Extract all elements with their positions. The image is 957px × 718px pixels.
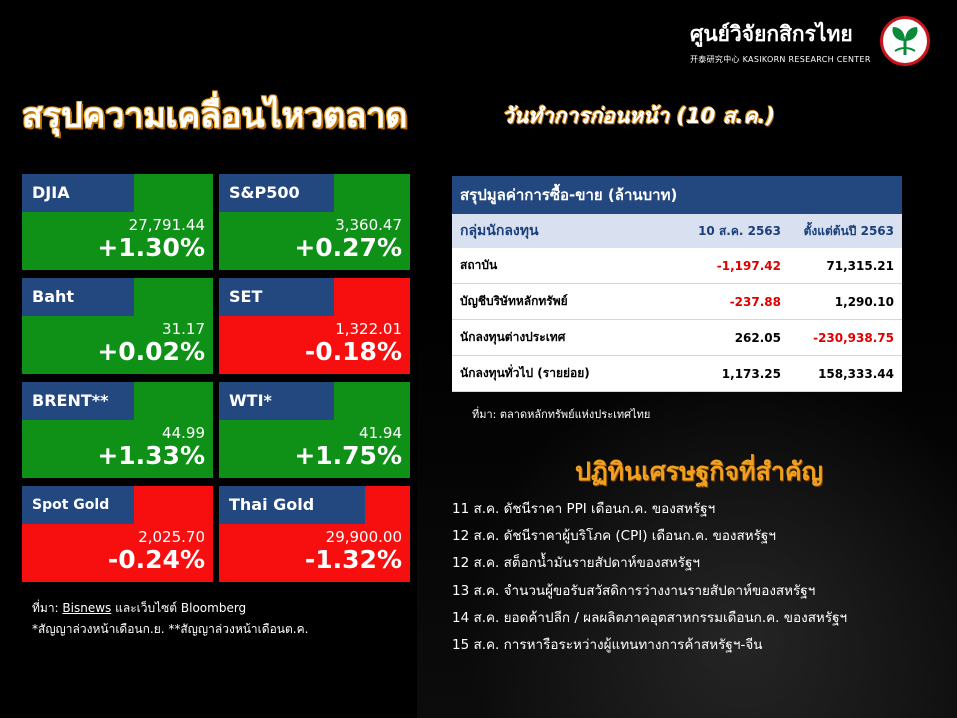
page-title: สรุปความเคลื่อนไหวตลาด: [22, 96, 408, 136]
investor-group: สถาบัน: [452, 248, 648, 284]
day-value: -1,197.42: [648, 248, 789, 284]
tile-price: 44.99: [162, 424, 205, 442]
table-source: ที่มา: ตลาดหลักทรัพย์แห่งประเทศไทย: [472, 408, 651, 421]
tile-change: -1.32%: [304, 545, 402, 574]
tile-price: 2,025.70: [138, 528, 205, 546]
table-row: นักลงทุนต่างประเทศ 262.05 -230,938.75: [452, 319, 902, 356]
contract-footnote: *สัญญาล่วงหน้าเดือนก.ย. **สัญญาล่วงหน้าเ…: [32, 622, 309, 636]
tile-name: S&P500: [219, 174, 334, 212]
ytd-value: 158,333.44: [789, 355, 902, 392]
logo-subtext: 开泰研究中心 KASIKORN RESEARCH CENTER: [690, 55, 871, 64]
calendar-title: ปฏิทินเศรษฐกิจที่สำคัญ: [575, 457, 823, 486]
economic-calendar: 11 ส.ค. ดัชนีราคา PPI เดือนก.ค. ของสหรัฐ…: [452, 497, 847, 660]
table-row: บัญชีบริษัทหลักทรัพย์ -237.88 1,290.10: [452, 283, 902, 320]
calendar-event: 12 ส.ค. ดัชนีราคาผู้บริโภค (CPI) เดือนก.…: [452, 528, 776, 545]
market-tile-baht: Baht 31.17 +0.02%: [22, 278, 213, 374]
table-row: สถาบัน -1,197.42 71,315.21: [452, 248, 902, 284]
calendar-event: 15 ส.ค. การหารือระหว่างผู้แทนทางการค้าสห…: [452, 636, 763, 653]
tile-price: 27,791.44: [128, 216, 205, 234]
day-value: 262.05: [648, 319, 789, 356]
kasikorn-research-logo: ศูนย์วิจัยกสิกรไทย 开泰研究中心 KASIKORN RESEA…: [690, 14, 940, 74]
market-tile-spot-gold: Spot Gold 2,025.70 -0.24%: [22, 486, 213, 582]
investor-group: นักลงทุนทั่วไป (รายย่อย): [452, 355, 648, 392]
market-tile-wti: WTI* 41.94 +1.75%: [219, 382, 410, 478]
column-header: ตั้งแต่ต้นปี 2563: [789, 214, 902, 248]
tile-name: Baht: [22, 278, 134, 316]
page-subtitle: วันทำการก่อนหน้า (10 ส.ค.): [502, 104, 776, 128]
ytd-value: -230,938.75: [789, 319, 902, 356]
trade-summary-table: สรุปมูลค่าการซื้อ-ขาย (ล้านบาท) กลุ่มนัก…: [452, 176, 902, 392]
tile-price: 29,900.00: [325, 528, 402, 546]
market-tile-thai-gold: Thai Gold 29,900.00 -1.32%: [219, 486, 410, 582]
tile-name: BRENT**: [22, 382, 134, 420]
bisnews-label: Bisnews: [62, 601, 112, 615]
column-header: 10 ส.ค. 2563: [648, 214, 789, 248]
tile-name: WTI*: [219, 382, 334, 420]
tile-price: 1,322.01: [335, 320, 402, 338]
tile-price: 31.17: [162, 320, 205, 338]
column-header: กลุ่มนักลงทุน: [452, 214, 648, 248]
day-value: -237.88: [648, 283, 789, 320]
market-sources: ที่มา: Bisnews และเว็บไซต์ Bloomberg *สั…: [32, 599, 308, 641]
tile-name: SET: [219, 278, 334, 316]
market-tile-sp500: S&P500 3,360.47 +0.27%: [219, 174, 410, 270]
logo-text: ศูนย์วิจัยกสิกรไทย: [690, 22, 853, 46]
market-tile-set: SET 1,322.01 -0.18%: [219, 278, 410, 374]
tile-name: Spot Gold: [22, 486, 134, 524]
tile-price: 3,360.47: [335, 216, 402, 234]
ytd-value: 71,315.21: [789, 248, 902, 284]
tile-change: -0.24%: [107, 545, 205, 574]
tile-name: Thai Gold: [219, 486, 365, 524]
tile-change: -0.18%: [304, 337, 402, 366]
calendar-event: 14 ส.ค. ยอดค้าปลีก / ผลผลิตภาคอุตสาหกรรม…: [452, 609, 848, 626]
calendar-event: 11 ส.ค. ดัชนีราคา PPI เดือนก.ค. ของสหรัฐ…: [452, 501, 716, 517]
source-rest: และเว็บไซต์ Bloomberg: [111, 601, 247, 615]
tile-price: 41.94: [359, 424, 402, 442]
calendar-event: 13 ส.ค. จำนวนผู้ขอรับสวัสดิการว่างงานราย…: [452, 582, 816, 599]
calendar-event: 12 ส.ค. สต็อกน้ำมันรายสัปดาห์ของสหรัฐฯ: [452, 555, 700, 572]
ytd-value: 1,290.10: [789, 283, 902, 320]
tile-name: DJIA: [22, 174, 134, 212]
tile-change: +0.02%: [97, 337, 205, 366]
tile-change: +1.33%: [97, 441, 205, 470]
table-row: นักลงทุนทั่วไป (รายย่อย) 1,173.25 158,33…: [452, 355, 902, 392]
tile-change: +1.75%: [294, 441, 402, 470]
day-value: 1,173.25: [648, 355, 789, 392]
table-title: สรุปมูลค่าการซื้อ-ขาย (ล้านบาท): [452, 176, 902, 214]
market-tile-djia: DJIA 27,791.44 +1.30%: [22, 174, 213, 270]
tile-change: +0.27%: [294, 233, 402, 262]
investor-group: บัญชีบริษัทหลักทรัพย์: [452, 283, 648, 320]
tile-change: +1.30%: [97, 233, 205, 262]
investor-group: นักลงทุนต่างประเทศ: [452, 319, 648, 356]
kbank-leaf-icon: [880, 16, 930, 66]
market-tile-brent: BRENT** 44.99 +1.33%: [22, 382, 213, 478]
source-prefix: ที่มา:: [32, 601, 63, 615]
